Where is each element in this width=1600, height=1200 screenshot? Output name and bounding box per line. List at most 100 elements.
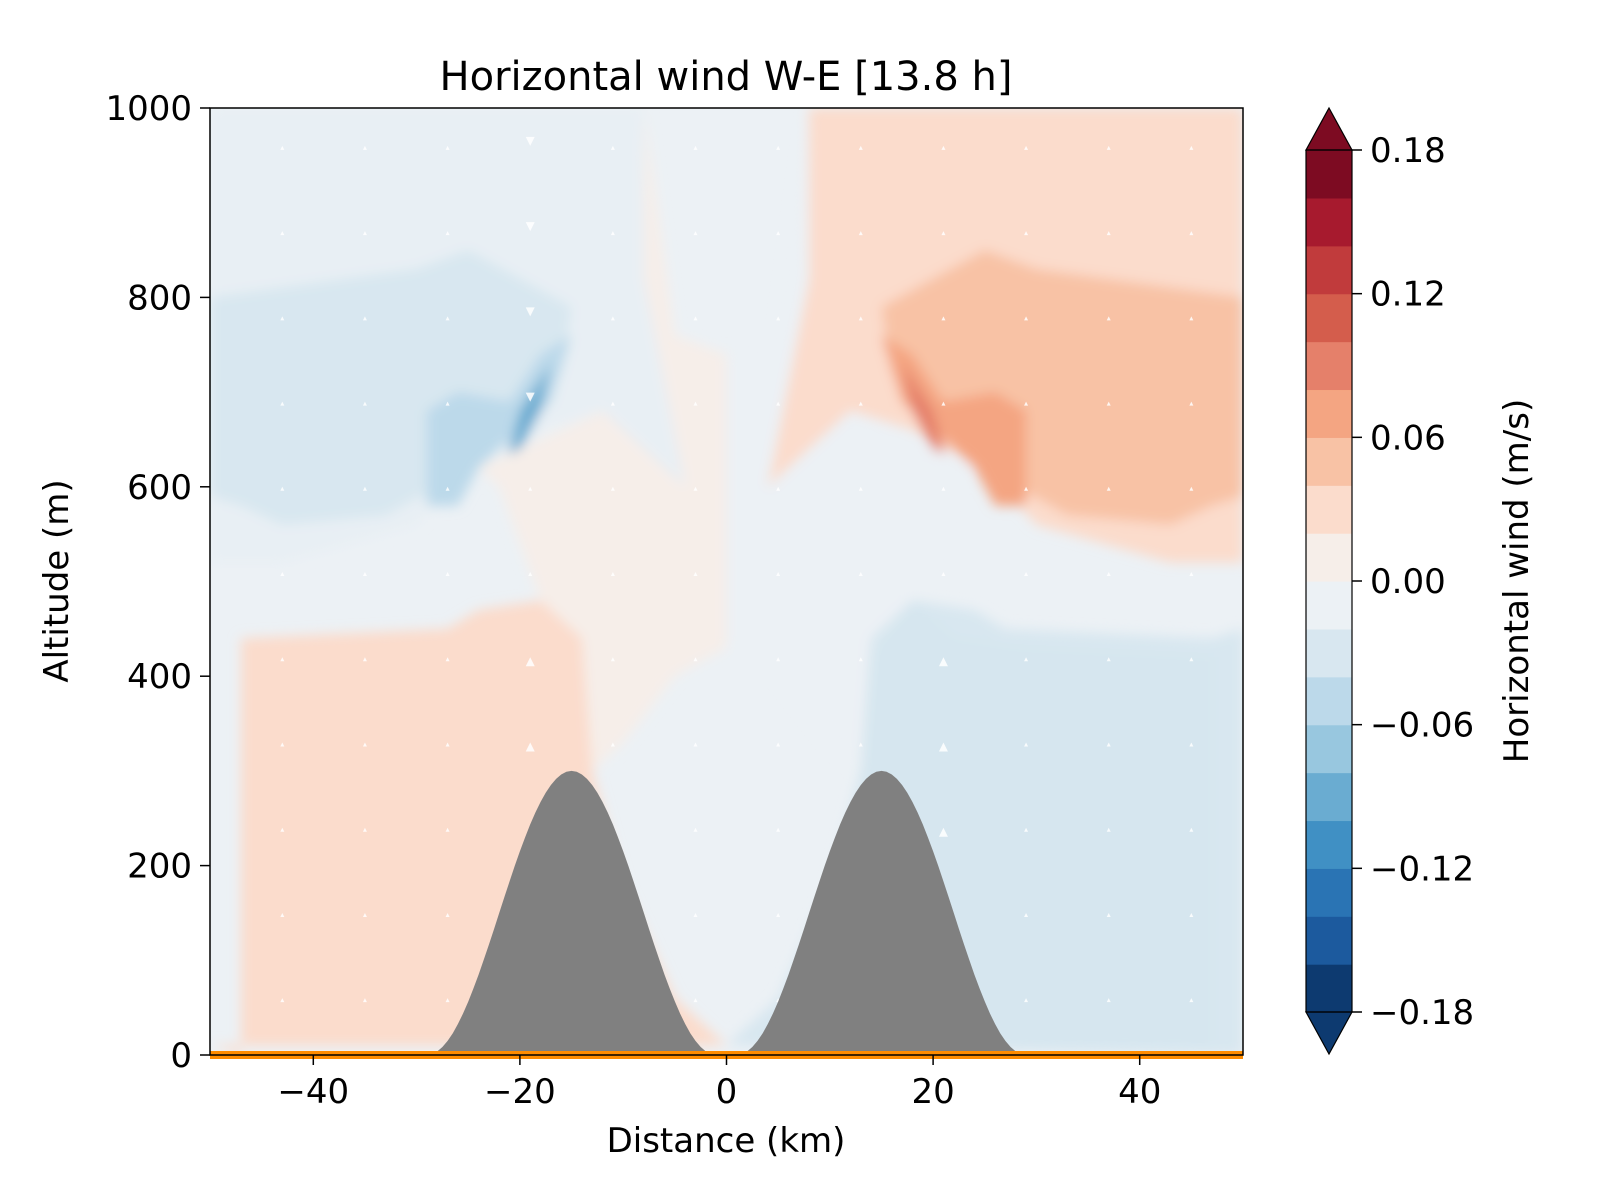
colorbar-level bbox=[1306, 772, 1352, 822]
x-axis-label: Distance (km) bbox=[607, 1121, 846, 1161]
wind-arrow bbox=[362, 827, 367, 832]
wind-arrow bbox=[858, 742, 863, 747]
wind-arrow bbox=[445, 657, 450, 662]
negative-center-right bbox=[726, 108, 975, 771]
wind-arrow bbox=[280, 231, 285, 236]
wind-arrow bbox=[1106, 316, 1111, 321]
wind-arrow bbox=[610, 401, 615, 406]
wind-arrow bbox=[362, 401, 367, 406]
colorbar-tick-label: 0.12 bbox=[1370, 275, 1446, 315]
x-axis: −40 −20 0 20 40 bbox=[277, 1055, 1161, 1112]
wind-arrow bbox=[280, 657, 285, 662]
y-tick-label: 800 bbox=[127, 278, 192, 318]
wind-arrow bbox=[858, 572, 863, 577]
wind-field-contours bbox=[210, 108, 1243, 1055]
colorbar-level bbox=[1306, 533, 1352, 582]
colorbar-level bbox=[1306, 628, 1352, 678]
wind-arrow bbox=[610, 145, 615, 150]
colorbar-level bbox=[1306, 676, 1352, 726]
wind-arrow bbox=[776, 486, 781, 491]
wind-arrow bbox=[445, 401, 450, 406]
wind-arrow bbox=[1106, 998, 1111, 1003]
wind-arrow bbox=[1189, 912, 1194, 917]
wind-arrow bbox=[528, 572, 533, 577]
wind-arrow bbox=[1024, 316, 1029, 321]
wind-arrow bbox=[858, 401, 863, 406]
y-axis-label: Altitude (m) bbox=[37, 479, 77, 682]
wind-arrow bbox=[1189, 827, 1194, 832]
y-tick-label: 400 bbox=[127, 657, 192, 697]
wind-arrow bbox=[280, 998, 285, 1003]
y-tick-label: 200 bbox=[127, 847, 192, 887]
wind-arrow bbox=[1189, 231, 1194, 236]
wind-arrow bbox=[693, 912, 698, 917]
wind-arrow bbox=[1024, 572, 1029, 577]
wind-arrow bbox=[610, 316, 615, 321]
wind-arrow bbox=[280, 827, 285, 832]
wind-arrow bbox=[362, 486, 367, 491]
wind-arrow bbox=[1189, 486, 1194, 491]
colorbar-level bbox=[1306, 868, 1352, 917]
wind-arrow bbox=[280, 486, 285, 491]
wind-arrow bbox=[610, 486, 615, 491]
wind-arrow bbox=[941, 145, 946, 150]
wind-arrow bbox=[1024, 998, 1029, 1003]
wind-arrow bbox=[445, 145, 450, 150]
wind-arrow bbox=[445, 912, 450, 917]
wind-arrow bbox=[445, 572, 450, 577]
wind-arrow bbox=[776, 145, 781, 150]
x-tick-label: 20 bbox=[911, 1072, 954, 1112]
wind-arrow bbox=[362, 742, 367, 747]
wind-arrow bbox=[1106, 231, 1111, 236]
wind-arrow bbox=[858, 231, 863, 236]
negative-core-left bbox=[426, 335, 572, 506]
y-tick-label: 0 bbox=[170, 1036, 192, 1076]
wind-arrow bbox=[280, 742, 285, 747]
colorbar-level bbox=[1306, 485, 1352, 534]
wind-arrow bbox=[1024, 827, 1029, 832]
wind-arrow bbox=[938, 657, 948, 667]
wind-arrow bbox=[776, 912, 781, 917]
wind-arrow bbox=[1106, 572, 1111, 577]
wind-arrow bbox=[1024, 486, 1029, 491]
colorbar-level bbox=[1306, 916, 1352, 965]
colorbar-level bbox=[1306, 964, 1352, 1013]
wind-arrow bbox=[1024, 742, 1029, 747]
wind-arrow bbox=[362, 998, 367, 1003]
wind-arrow bbox=[776, 742, 781, 747]
wind-arrow bbox=[693, 401, 698, 406]
x-tick-label: −40 bbox=[277, 1072, 349, 1112]
colorbar-label: Horizontal wind (m/s) bbox=[1497, 399, 1537, 763]
colorbar-level bbox=[1306, 437, 1352, 486]
wind-arrow bbox=[280, 316, 285, 321]
wind-arrow bbox=[280, 145, 285, 150]
wind-arrow bbox=[693, 827, 698, 832]
colorbar-level bbox=[1306, 293, 1352, 343]
wind-arrow bbox=[525, 136, 535, 146]
wind-arrow bbox=[776, 231, 781, 236]
colorbar-level bbox=[1306, 389, 1352, 438]
wind-arrow bbox=[693, 486, 698, 491]
colorbar-level bbox=[1306, 341, 1352, 391]
wind-arrow bbox=[610, 742, 615, 747]
wind-arrow bbox=[1024, 231, 1029, 236]
wind-arrow bbox=[1024, 912, 1029, 917]
wind-arrow bbox=[941, 231, 946, 236]
wind-arrow bbox=[693, 316, 698, 321]
colorbar-extend-max bbox=[1304, 106, 1354, 151]
wind-arrow bbox=[610, 572, 615, 577]
wind-vector-arrows bbox=[280, 136, 1194, 1008]
wind-arrow bbox=[362, 912, 367, 917]
wind-arrow bbox=[776, 657, 781, 662]
wind-arrow bbox=[1189, 316, 1194, 321]
wind-arrow bbox=[445, 231, 450, 236]
x-tick-label: 40 bbox=[1118, 1072, 1161, 1112]
wind-arrow bbox=[693, 998, 698, 1003]
wind-arrow bbox=[280, 572, 285, 577]
colorbar-level bbox=[1306, 724, 1352, 774]
colorbar-level bbox=[1306, 245, 1352, 295]
wind-arrow bbox=[693, 572, 698, 577]
wind-arrow bbox=[1189, 401, 1194, 406]
wind-arrow bbox=[1106, 742, 1111, 747]
wind-arrow bbox=[1189, 145, 1194, 150]
